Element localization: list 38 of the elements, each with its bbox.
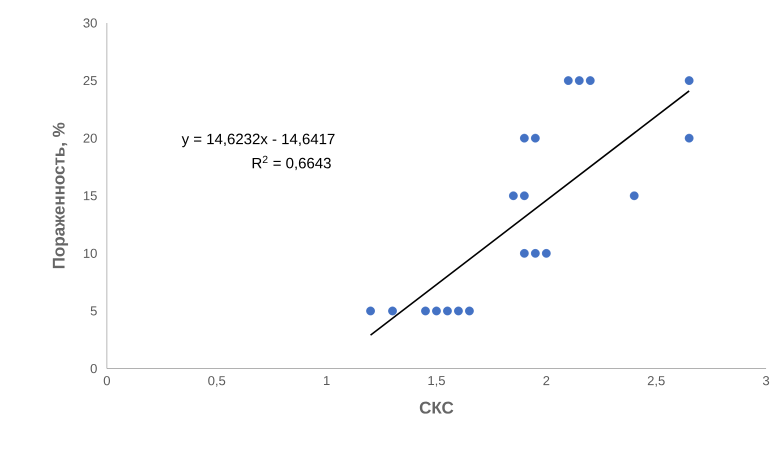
point [542,248,551,258]
point [586,76,595,85]
y-axis-title: Пораженность, % [52,122,68,268]
x-tick-label: 2 [543,376,550,385]
y-tick-label: 5 [90,306,97,316]
y-tick-label: 10 [84,248,97,258]
y-tick-label: 25 [84,76,97,85]
point [454,306,463,316]
point [443,306,452,316]
point [432,306,441,316]
annotation: y = 14,6232x - 14,6417 [182,133,335,148]
point [508,191,518,200]
point [564,76,573,85]
point [684,76,694,85]
point [530,134,540,142]
x-axis-title: СКС [420,401,454,414]
x-tick-label: 1 [324,376,330,385]
point [520,191,529,200]
x-tick-label: 0,5 [208,376,226,387]
annotation: R$^{2}$ = 0,6643 [252,155,331,170]
x-tick-label: 1,5 [428,376,445,386]
point [520,248,529,258]
point [388,306,397,316]
point [465,306,474,316]
point [530,248,540,258]
point [684,134,694,142]
point [630,191,639,200]
y-tick-label: 20 [84,133,97,143]
point [421,306,430,316]
x-tick-label: 3 [762,376,770,386]
y-tick-label: 15 [84,191,97,200]
point [366,306,375,316]
x-tick-label: 0 [104,376,110,386]
y-tick-label: 0 [90,364,97,373]
point [520,134,529,142]
y-tick-label: 30 [83,18,97,28]
point [574,76,584,85]
x-tick-label: 2,5 [648,376,665,387]
